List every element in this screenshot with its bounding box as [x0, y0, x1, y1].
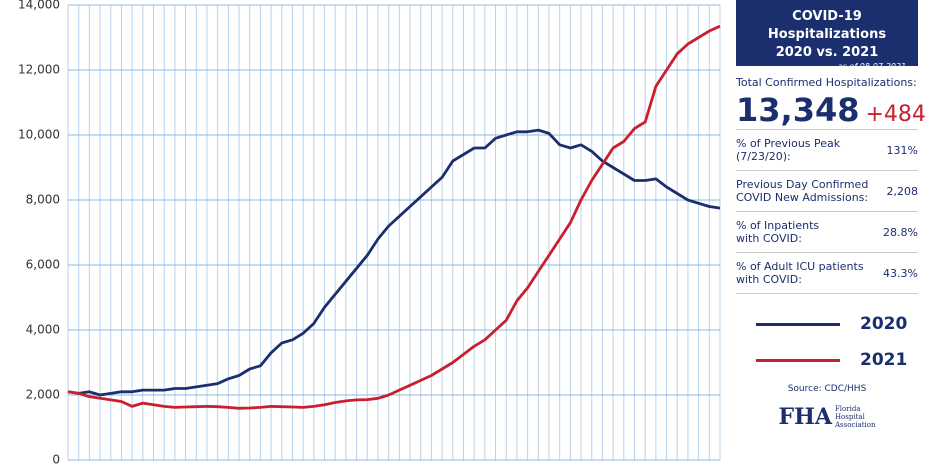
stat-value: 131% [886, 143, 918, 157]
y-tick-label: 10,000 [18, 128, 60, 142]
stat-label: Previous Day Confirmed COVID New Admissio… [736, 178, 868, 204]
stat-row: % of Inpatients with COVID: 28.8% [736, 211, 918, 252]
info-panel: COVID-19 Hospitalizations 2020 vs. 2021 … [736, 0, 926, 470]
logo: FHA Florida Hospital Association [736, 404, 918, 430]
panel-header: COVID-19 Hospitalizations 2020 vs. 2021 … [736, 0, 918, 71]
legend: 2020 2021 [736, 306, 918, 378]
stat-value: 43.3% [883, 266, 918, 280]
stat-label-line: % of Inpatients [736, 219, 820, 232]
logo-line: Florida [834, 405, 861, 413]
legend-entry: 2021 [736, 342, 918, 378]
stat-label-line: % of Previous Peak [736, 137, 841, 150]
legend-entry: 2020 [736, 306, 918, 342]
logo-line: Association [834, 421, 876, 429]
stat-value: 2,208 [886, 184, 919, 198]
total-value: 13,348 +484 [736, 91, 926, 129]
legend-swatch [756, 322, 840, 326]
logo-name: Florida Hospital Association [835, 405, 876, 429]
panel-date: as of 08-07-2021 [837, 62, 907, 71]
stat-label-line: % of Adult ICU patients [736, 260, 864, 273]
logo-mark: FHA [778, 404, 832, 430]
stat-row: % of Adult ICU patients with COVID: 43.3% [736, 252, 918, 294]
total: 13,348 [736, 91, 860, 129]
stat-label-line: with COVID: [736, 232, 802, 245]
legend-swatch [756, 358, 840, 362]
stats: % of Previous Peak (7/23/20): 131% Previous… [736, 129, 918, 294]
stat-label: % of Inpatients with COVID: [736, 219, 819, 245]
stat-label: % of Previous Peak (7/23/20): [736, 137, 840, 163]
y-tick-label: 0 [52, 453, 60, 467]
stat-row: Previous Day Confirmed COVID New Admissio… [736, 170, 918, 211]
panel-title: COVID-19 Hospitalizations [767, 9, 887, 42]
chart: 0 2,000 4,000 6,000 8,000 10,000 12,000 14,000 [18, 0, 721, 467]
y-tick-label: 12,000 [18, 63, 60, 77]
stat-row: % of Previous Peak (7/23/20): 131% [736, 129, 918, 170]
source: Source: CDC/HHS [787, 384, 867, 394]
stat-label-line: Previous Day Confirmed [736, 178, 869, 191]
stat-value: 28.8% [883, 225, 918, 239]
y-tick-label: 14,000 [18, 0, 60, 12]
series-line [67, 24, 721, 410]
stat-label-line: (7/23/20): [736, 150, 791, 163]
panel-title: 2020 vs. 2021 [775, 45, 879, 60]
stat-label: % of Adult ICU patients with COVID: [736, 260, 864, 286]
stat-label-line: with COVID: [736, 273, 802, 286]
y-tick-label: 2,000 [26, 388, 60, 402]
series-line [67, 128, 721, 397]
y-tick-label: 6,000 [26, 258, 60, 272]
legend-label: 2021 [860, 350, 908, 370]
y-tick-label: 8,000 [26, 193, 60, 207]
logo-line: Hospital [834, 413, 865, 421]
legend-label: 2020 [860, 314, 908, 334]
total-label: Total Confirmed Hospitalizations: [736, 76, 917, 89]
change: +484 [865, 102, 926, 127]
stat-label-line: COVID New Admissions: [736, 191, 869, 204]
y-tick-label: 4,000 [26, 323, 60, 337]
